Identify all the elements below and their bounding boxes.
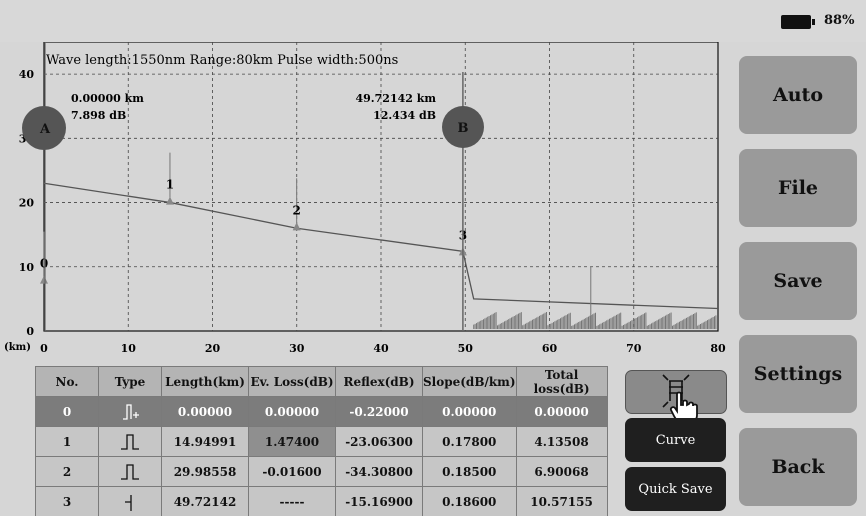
- trace-line: [43, 182, 719, 310]
- col-header-no: No.: [35, 366, 99, 397]
- table-cell: -23.06300: [335, 426, 423, 457]
- table-cell: 6.90068: [515, 456, 608, 487]
- table-cell: 0.00000: [515, 396, 608, 427]
- x-tick-label: 20: [205, 342, 221, 355]
- cursor-a-handle: [22, 106, 66, 150]
- x-tick-label: 70: [626, 342, 642, 355]
- auto-button[interactable]: Auto: [739, 56, 857, 134]
- cursor-b-distance: 49.72142 km: [356, 92, 437, 105]
- x-tick-label: 30: [289, 342, 305, 355]
- col-header-slope: Slope(dB/km): [422, 366, 517, 397]
- curve-button[interactable]: Curve: [625, 418, 726, 462]
- event-marker: [40, 275, 48, 284]
- chart-info-text: Wave length:1550nm Range:80km Pulse widt…: [46, 53, 398, 68]
- table-cell: 1.47400: [248, 426, 336, 457]
- y-tick-label: 20: [19, 197, 35, 210]
- y-tick-label: 10: [19, 261, 35, 274]
- table-cell: -0.01600: [248, 456, 336, 487]
- col-header-length: Length(km): [161, 366, 249, 397]
- event-marker: [165, 196, 174, 205]
- x-tick-label: 60: [542, 342, 558, 355]
- table-cell: 0.00000: [248, 396, 336, 427]
- col-header-type: Type: [98, 366, 162, 397]
- event-type-icon: [98, 486, 162, 516]
- table-cell: 3: [35, 486, 99, 516]
- col-header-reflex: Reflex(dB): [335, 366, 423, 397]
- event-type-icon: [98, 396, 162, 427]
- x-tick-label: 80: [710, 342, 726, 355]
- cursor-a-letter: A: [39, 122, 51, 137]
- table-cell: 0.18600: [422, 486, 517, 516]
- table-cell: -0.22000: [335, 396, 423, 427]
- table-cell: 14.94991: [161, 426, 249, 457]
- table-cell: 0.17800: [422, 426, 517, 457]
- table-cell: 29.98558: [161, 456, 249, 487]
- x-tick-label: 40: [373, 342, 389, 355]
- event-type-icon: [98, 426, 162, 457]
- event-table-viewport[interactable]: No. Type Length(km) Ev. Loss(dB) Reflex(…: [35, 366, 615, 516]
- zoom-tool-button[interactable]: [625, 370, 727, 424]
- battery-icon: [781, 15, 815, 29]
- table-row[interactable]: 1 14.94991 1.47400 -23.06300 0.17800 4.13508: [35, 426, 608, 457]
- table-cell: 0.18500: [422, 456, 517, 487]
- table-header-row: No. Type Length(km) Ev. Loss(dB) Reflex(…: [35, 366, 608, 397]
- noise-floor: [473, 312, 717, 329]
- col-header-ev-loss: Ev. Loss(dB): [248, 366, 336, 397]
- table-row[interactable]: 0 0.00000 0.00000 -0.22000 0.00000 0.00000: [35, 396, 608, 427]
- event-label: 0: [40, 257, 48, 271]
- x-tick-label: 10: [121, 342, 137, 355]
- table-cell: 0.00000: [161, 396, 249, 427]
- table-cell: 0: [35, 396, 99, 427]
- col-header-total-loss: Total loss(dB): [515, 366, 608, 397]
- table-cell: 2: [35, 456, 99, 487]
- settings-button[interactable]: Settings: [739, 335, 857, 413]
- table-cell: 0.00000: [422, 396, 517, 427]
- otdr-trace-chart[interactable]: 01020304050607080010203040(km)Wave lengt…: [0, 42, 728, 368]
- file-button[interactable]: File: [739, 149, 857, 227]
- table-cell: -15.16900: [335, 486, 423, 516]
- table-cell: 10.57155: [515, 486, 608, 516]
- back-button[interactable]: Back: [739, 428, 857, 506]
- hand-pointer-icon: [669, 391, 698, 424]
- table-cell: 49.72142: [161, 486, 249, 516]
- cursor-a-value: 7.898 dB: [71, 109, 126, 122]
- table-cell: -----: [248, 486, 336, 516]
- y-tick-label: 0: [26, 325, 34, 338]
- event-table: No. Type Length(km) Ev. Loss(dB) Reflex(…: [35, 366, 608, 516]
- table-cell: 4.13508: [515, 426, 608, 457]
- cursor-b-handle: [442, 106, 484, 148]
- cursor-b-value: 12.434 dB: [373, 109, 436, 122]
- event-label: 1: [166, 178, 174, 192]
- quick-save-button[interactable]: Quick Save: [625, 467, 726, 511]
- table-cell: -34.30800: [335, 456, 423, 487]
- status-bar: 88%: [0, 0, 866, 42]
- save-button[interactable]: Save: [739, 242, 857, 320]
- battery-percent: 88%: [824, 13, 855, 28]
- event-label: 2: [292, 203, 300, 217]
- x-tick-label: 50: [458, 342, 474, 355]
- table-row[interactable]: 2 29.98558 -0.01600 -34.30800 0.18500 6.90068: [35, 456, 608, 487]
- x-tick-label: 0: [40, 342, 48, 355]
- table-row[interactable]: 3 49.72142 ----- -15.16900 0.18600 10.57155: [35, 486, 608, 516]
- cursor-b-letter: B: [458, 121, 469, 136]
- axis-unit-label: (km): [4, 342, 31, 353]
- event-type-icon: [98, 456, 162, 487]
- y-tick-label: 40: [19, 68, 35, 81]
- zoom-frame-icon: [662, 374, 690, 408]
- event-marker: [292, 222, 301, 231]
- table-cell: 1: [35, 426, 99, 457]
- cursor-a-distance: 0.00000 km: [71, 92, 144, 105]
